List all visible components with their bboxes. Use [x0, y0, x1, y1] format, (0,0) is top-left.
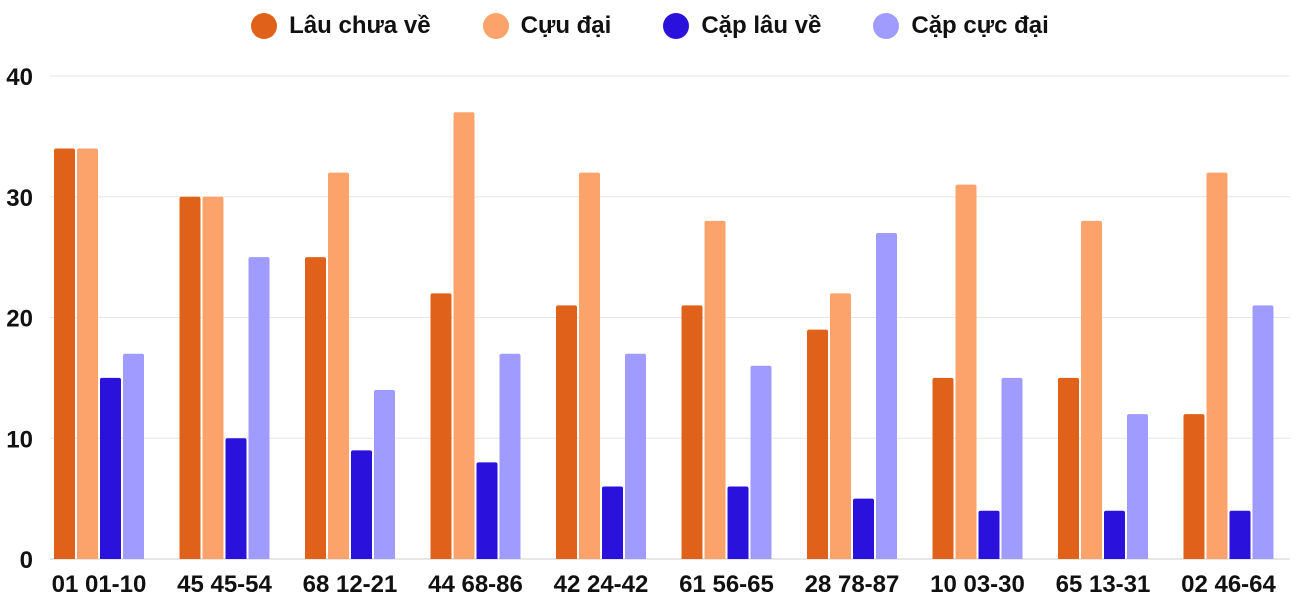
legend-item-lau-chua-ve[interactable]: Lâu chưa về — [251, 12, 431, 40]
bar[interactable] — [1104, 510, 1125, 559]
legend-item-cap-cuc-dai[interactable]: Cặp cực đại — [873, 12, 1049, 40]
bar[interactable] — [704, 220, 726, 559]
bar[interactable] — [328, 172, 349, 559]
bar[interactable] — [225, 438, 247, 559]
bar[interactable] — [1127, 414, 1148, 559]
legend-item-cuu-dai[interactable]: Cựu đại — [482, 12, 612, 40]
bar[interactable] — [123, 353, 144, 559]
y-tick-label: 40 — [6, 64, 33, 91]
legend-swatch — [251, 13, 278, 39]
y-axis-tick-labels: 0 10 20 30 40 — [6, 64, 33, 574]
x-axis-tick-labels: 01 01-10 45 45-54 68 12-21 44 68-86 42 24-42… — [52, 571, 1277, 598]
x-tick-label: 61 56-65 — [679, 571, 774, 598]
x-tick-label: 65 13-31 — [1056, 571, 1151, 598]
bar[interactable] — [853, 498, 874, 559]
y-tick-label: 0 — [20, 547, 33, 574]
x-tick-label: 01 01-10 — [52, 571, 147, 598]
bar[interactable] — [453, 112, 475, 559]
x-tick-label: 45 45-54 — [177, 571, 272, 598]
bar[interactable] — [476, 462, 498, 559]
x-tick-label: 42 24-42 — [554, 571, 649, 598]
bar[interactable] — [374, 389, 395, 559]
bar[interactable] — [556, 305, 577, 559]
x-tick-label: 02 46-64 — [1181, 571, 1276, 598]
bar[interactable] — [579, 172, 600, 559]
bars — [54, 112, 1274, 560]
bar[interactable] — [1183, 414, 1205, 559]
bar[interactable] — [351, 450, 372, 559]
legend-swatch — [663, 13, 690, 39]
bar[interactable] — [681, 305, 703, 559]
bar[interactable] — [602, 486, 623, 559]
x-tick-label: 44 68-86 — [428, 571, 523, 598]
legend-label: Lâu chưa về — [289, 12, 431, 39]
legend: Lâu chưa về Cựu đại Cặp lâu về Cặp cực đ… — [0, 6, 1300, 46]
bar[interactable] — [1206, 172, 1228, 559]
legend-swatch — [873, 13, 900, 39]
legend-swatch — [482, 13, 509, 39]
bar[interactable] — [1229, 510, 1251, 559]
bar[interactable] — [955, 184, 977, 560]
legend-item-cap-lau-ve[interactable]: Cặp lâu về — [663, 12, 821, 40]
bar[interactable] — [727, 486, 749, 559]
bar[interactable] — [932, 377, 954, 559]
y-tick-label: 20 — [6, 306, 33, 333]
legend-label: Cặp lâu về — [701, 12, 822, 39]
bar[interactable] — [750, 365, 772, 559]
legend-label: Cựu đại — [520, 12, 612, 39]
bar[interactable] — [876, 232, 897, 559]
bar[interactable] — [978, 510, 1000, 559]
bar[interactable] — [1081, 220, 1102, 559]
y-tick-label: 10 — [6, 426, 33, 453]
bar[interactable] — [430, 293, 452, 559]
bar[interactable] — [807, 329, 828, 559]
x-tick-label: 68 12-21 — [303, 571, 398, 598]
bar[interactable] — [625, 353, 646, 559]
bar[interactable] — [179, 196, 201, 559]
bar[interactable] — [77, 148, 98, 559]
bar[interactable] — [305, 257, 326, 559]
x-tick-label: 10 03-30 — [930, 571, 1025, 598]
bar[interactable] — [1058, 377, 1079, 559]
bar[interactable] — [499, 353, 521, 559]
x-tick-label: 28 78-87 — [805, 571, 900, 598]
bar[interactable] — [1252, 305, 1274, 559]
bar[interactable] — [54, 148, 75, 559]
bar[interactable] — [202, 196, 224, 559]
bar[interactable] — [248, 257, 270, 559]
bar[interactable] — [830, 293, 851, 559]
y-tick-label: 30 — [6, 185, 33, 212]
legend-label: Cặp cực đại — [911, 12, 1049, 39]
bar[interactable] — [100, 377, 121, 559]
bar[interactable] — [1001, 377, 1023, 559]
